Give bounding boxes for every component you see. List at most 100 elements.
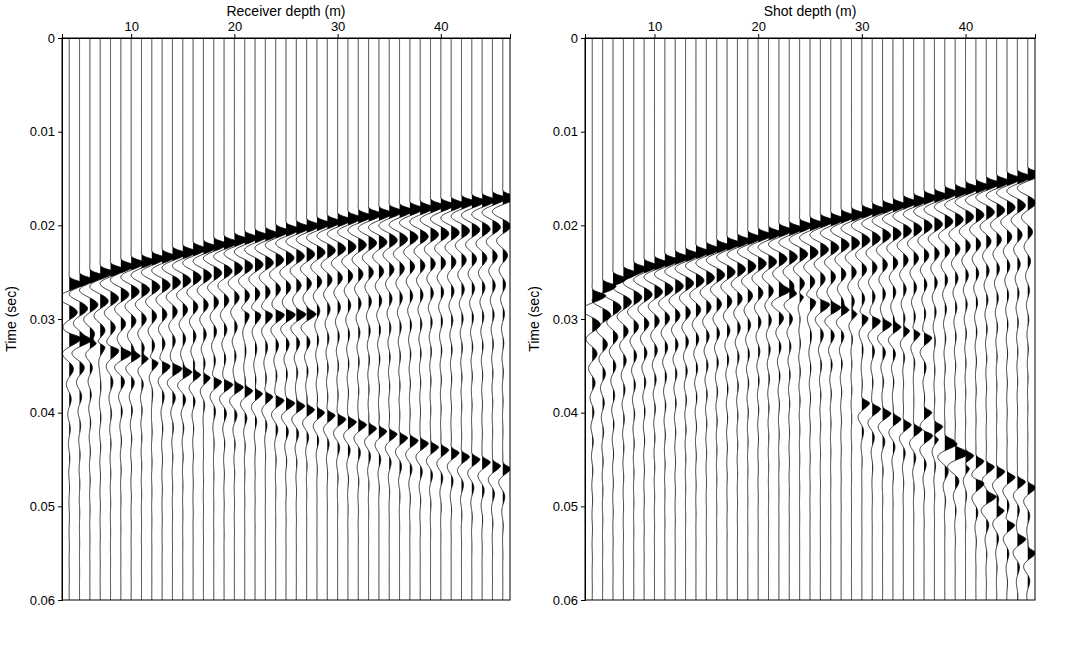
trace: [121, 38, 145, 600]
trace: [903, 38, 927, 600]
tick-label: 40: [434, 19, 448, 34]
trace: [686, 38, 710, 600]
tick-label: 30: [855, 19, 869, 34]
traces: [62, 38, 510, 600]
tick-label: 0.03: [30, 312, 55, 327]
trace-fill: [327, 38, 340, 600]
tick-label: 0.05: [553, 499, 578, 514]
trace-fill: [400, 38, 413, 600]
trace: [162, 38, 186, 600]
x-axis-title: Shot depth (m): [764, 3, 857, 19]
trace-fill: [307, 38, 320, 600]
tick-label: 0.05: [30, 499, 55, 514]
trace-fill: [727, 38, 740, 600]
trace-fill: [623, 38, 636, 600]
trace: [141, 38, 165, 600]
tick-label: 10: [124, 19, 138, 34]
tick-label: 30: [331, 19, 345, 34]
tick-label: 0.01: [30, 124, 55, 139]
trace: [592, 38, 616, 600]
x-axis-title: Receiver depth (m): [226, 3, 345, 19]
trace: [893, 38, 917, 600]
trace-fill: [810, 38, 823, 600]
tick: 10: [124, 19, 138, 38]
trace: [603, 38, 627, 600]
tick-label: 0.02: [30, 218, 55, 233]
y-axis: 00.010.020.030.040.050.06: [30, 31, 63, 608]
trace-fill: [80, 38, 93, 600]
tick-label: 0.06: [553, 593, 578, 608]
tick-mark: [338, 34, 339, 38]
tick: 30: [855, 19, 869, 38]
trace-fill: [183, 38, 196, 600]
trace: [441, 38, 465, 600]
tick: 0: [571, 31, 585, 46]
trace: [644, 38, 668, 600]
trace: [1017, 38, 1035, 600]
tick-label: 0: [571, 31, 578, 46]
trace-fill: [613, 38, 626, 600]
trace-fill: [603, 38, 616, 600]
trace-fill: [172, 38, 185, 600]
tick-mark: [654, 34, 655, 38]
trace: [768, 38, 792, 600]
trace-fill: [686, 38, 699, 600]
trace: [193, 38, 217, 600]
tick-mark: [58, 132, 62, 133]
tick-mark: [58, 38, 62, 39]
trace-fill: [800, 38, 813, 600]
trace-fill: [162, 38, 175, 600]
trace: [696, 38, 720, 600]
trace: [203, 38, 227, 600]
trace-fill: [820, 38, 833, 600]
trace: [665, 38, 689, 600]
trace: [172, 38, 196, 600]
tick: 0.04: [553, 405, 585, 420]
tick-label: 40: [959, 19, 973, 34]
tick: 0.05: [553, 499, 585, 514]
trace: [800, 38, 824, 600]
tick: 30: [331, 19, 345, 38]
trace: [276, 38, 300, 600]
trace: [810, 38, 834, 600]
axis-line: [58, 39, 63, 601]
tick-mark: [441, 34, 442, 38]
trace: [789, 38, 813, 600]
figure: 10 20 30 40 0 0.01 0.02 0.03 0.04 0.05 0.06 Receive…: [0, 0, 1065, 646]
trace: [69, 38, 93, 600]
y-axis: 00.010.020.030.040.050.06: [553, 31, 586, 608]
trace: [358, 38, 382, 600]
tick-mark: [966, 34, 967, 38]
trace-fill: [100, 38, 113, 600]
trace: [748, 38, 772, 600]
plot-frame: [585, 38, 1035, 600]
tick-mark: [58, 413, 62, 414]
tick: 0: [48, 31, 62, 46]
tick-mark: [581, 225, 585, 226]
tick-label: 0.03: [553, 312, 578, 327]
trace-fill: [945, 38, 958, 600]
trace: [461, 38, 485, 600]
trace: [307, 38, 331, 600]
trace: [131, 38, 155, 600]
tick: 20: [228, 19, 242, 38]
trace: [955, 38, 979, 600]
trace-fill: [389, 38, 402, 600]
x-axis: 10 20 30 40: [63, 19, 511, 39]
tick: 0.03: [553, 312, 585, 327]
tick: 0.05: [30, 499, 62, 514]
trace: [420, 38, 444, 600]
tick: 0.02: [30, 218, 62, 233]
tick-mark: [758, 34, 759, 38]
axis-line: [63, 34, 511, 39]
tick: 0.04: [30, 405, 62, 420]
tick: 0.02: [553, 218, 585, 233]
traces: [585, 38, 1035, 600]
tick-label: 20: [751, 19, 765, 34]
tick-mark: [581, 319, 585, 320]
trace-fill: [224, 38, 237, 600]
trace-fill: [717, 38, 730, 600]
trace-fill: [379, 38, 392, 600]
tick-label: 10: [648, 19, 662, 34]
tick-mark: [581, 506, 585, 507]
